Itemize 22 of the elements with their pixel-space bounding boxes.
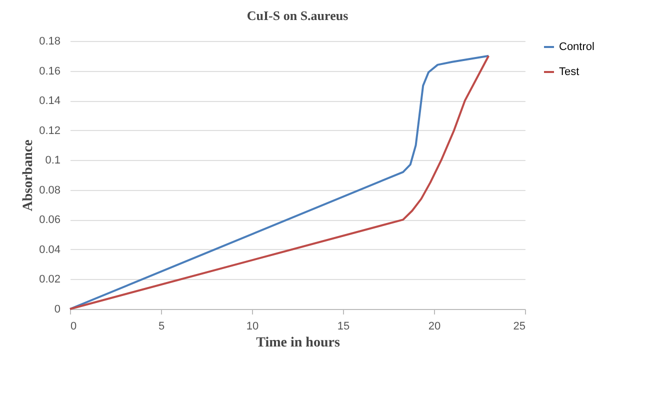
y-tick-label: 0.18 bbox=[39, 36, 60, 48]
y-tick-label: 0.04 bbox=[39, 244, 60, 256]
y-tick-label: 0 bbox=[54, 304, 60, 316]
y-axis-title: Absorbance bbox=[21, 140, 36, 212]
y-tick-label: 0.08 bbox=[39, 184, 60, 196]
line-series bbox=[69, 54, 490, 310]
y-tick-label: 0.1 bbox=[45, 154, 60, 167]
legend-label: Test bbox=[559, 66, 580, 78]
y-tick-label: 0.06 bbox=[39, 214, 60, 226]
legend-label: Control bbox=[559, 41, 594, 53]
y-tick-label: 0.12 bbox=[39, 124, 60, 137]
x-tick-label: 10 bbox=[246, 320, 259, 332]
y-tick-label: 0.14 bbox=[39, 95, 60, 108]
chart-title: CuI-S on S.aureus bbox=[246, 8, 348, 23]
x-tick-label: 20 bbox=[428, 320, 441, 332]
x-tick-label: 15 bbox=[337, 320, 350, 332]
x-tick-label: 25 bbox=[513, 320, 526, 332]
x-tick-label: 5 bbox=[158, 320, 165, 332]
x-axis-title: Time in hours bbox=[256, 336, 340, 350]
y-tick-label: 0.16 bbox=[39, 65, 60, 78]
x-tick-label: 0 bbox=[70, 320, 77, 332]
y-tick-label: 0.02 bbox=[39, 274, 60, 286]
